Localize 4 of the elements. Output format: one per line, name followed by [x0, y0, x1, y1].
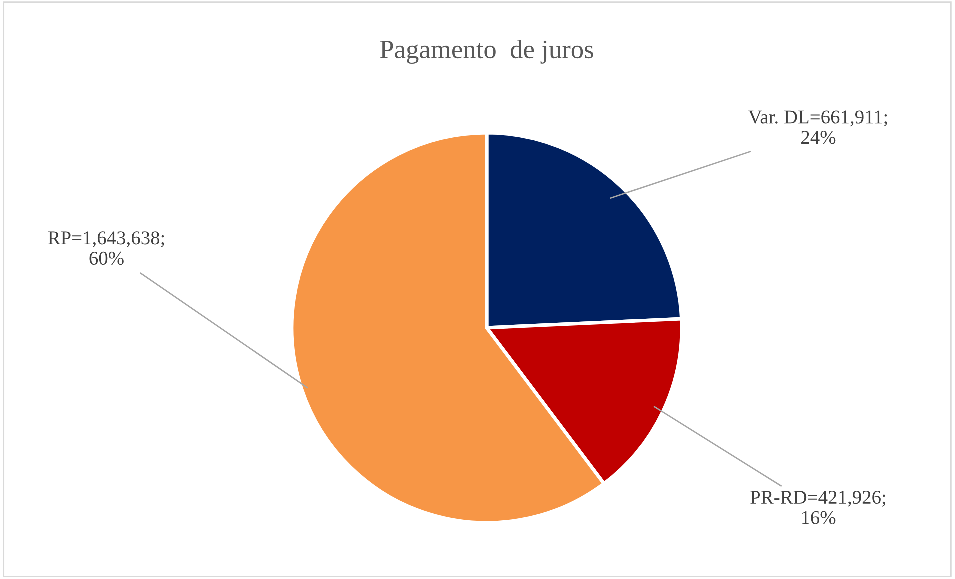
- chart-title: Pagamento de juros: [380, 40, 594, 64]
- slice-label: RP=1,643,638; 60%: [48, 232, 164, 266]
- slice-label: Var. DL=661,911; 24%: [748, 110, 888, 144]
- slice-label: PR-RD=421,926; 16%: [750, 490, 886, 524]
